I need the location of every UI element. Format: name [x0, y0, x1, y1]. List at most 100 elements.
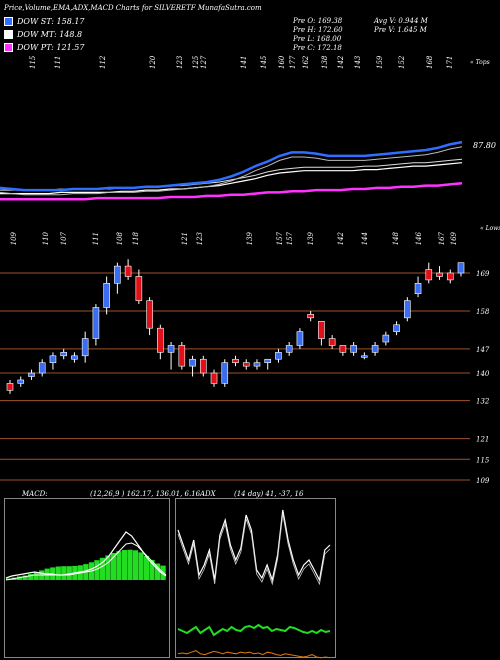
low-label: 118 [132, 231, 140, 245]
ema-line-mt [0, 162, 463, 195]
low-label: 148 [392, 231, 400, 245]
adx-main-line [177, 509, 331, 583]
candle-body [264, 358, 272, 363]
low-label: 157 [286, 231, 294, 245]
top-label: 145 [260, 55, 268, 69]
price-level-label: 147 [476, 346, 490, 354]
candle-body [425, 269, 433, 281]
chart-title: Price,Volume,EMA,ADX,MACD Charts for SIL… [4, 4, 262, 12]
top-label: 152 [398, 55, 406, 69]
macd-bar [143, 556, 150, 580]
top-label: 138 [321, 55, 329, 69]
candle-body [339, 345, 347, 353]
top-label: 159 [376, 55, 384, 69]
macd-bar [110, 553, 116, 580]
candle-body [135, 276, 143, 301]
candle-body [71, 355, 78, 360]
macd-label: MACD: [22, 490, 48, 498]
top-label: 111 [54, 56, 62, 69]
macd-bar [22, 575, 28, 580]
adx-panel [175, 498, 336, 658]
candle-body [199, 358, 207, 374]
macd-bar [116, 551, 122, 580]
macd-values: (12,26,9 ) 162.17, 136.01, 6.16 [90, 490, 201, 498]
price-level-label: 132 [476, 398, 490, 406]
adx-values: (14 day) 41, -37, 16 [234, 490, 304, 498]
candle-body [328, 338, 336, 346]
candle-body [232, 358, 239, 363]
top-label: 127 [200, 55, 208, 69]
low-label: 167 [438, 231, 446, 245]
price-level-label: 121 [476, 436, 489, 444]
candle-body [124, 265, 132, 277]
legend-swatch-st [4, 17, 13, 26]
top-label: 141 [240, 56, 248, 69]
ema-line-pt [0, 182, 463, 201]
ema-line-mt-upper [0, 158, 463, 191]
ema-line-st [0, 140, 463, 192]
legend-dow-st: DOW ST: 158.17 [4, 17, 85, 26]
top-label: 162 [302, 55, 310, 69]
candle-body [81, 338, 89, 357]
stat-pre-open: Pre O: 169.38 [293, 17, 343, 25]
candle-body [414, 283, 422, 295]
candle-body [167, 345, 175, 353]
top-label: 177 [289, 55, 297, 69]
candle-body [275, 352, 282, 360]
macd-bar [155, 563, 161, 580]
candle-body [60, 352, 67, 357]
candle-body [178, 345, 186, 367]
stat-avg-volume: Avg V: 0.944 M [374, 17, 428, 25]
candle-body [210, 372, 218, 384]
candle-body [92, 307, 100, 339]
macd-line [5, 531, 167, 579]
low-label: 144 [361, 232, 369, 245]
price-level-label: 115 [476, 456, 490, 464]
top-label: 123 [176, 55, 184, 69]
low-label: 139 [307, 231, 315, 245]
legend-label-mt: DOW MT: 148.8 [17, 30, 83, 39]
legend-swatch-pt [4, 43, 13, 52]
candle-body [404, 300, 411, 319]
macd-bar [138, 552, 144, 580]
candle-body [242, 362, 250, 367]
low-label: 107 [60, 231, 68, 245]
candle-body [49, 355, 57, 363]
candle-body [350, 345, 357, 353]
low-label: 111 [92, 232, 100, 245]
macd-bar [105, 555, 111, 580]
adx-minus-di-line [177, 650, 331, 659]
macd-bar [55, 566, 61, 580]
candle-body [318, 320, 325, 339]
ema-line-st-lower [0, 146, 463, 196]
top-label: 112 [99, 55, 107, 69]
candle-body [285, 345, 293, 353]
candle-body [296, 331, 304, 346]
candle-body [221, 362, 229, 384]
top-label: 120 [149, 55, 157, 69]
stat-pre-volume: Pre V: 1.645 M [374, 26, 427, 34]
candle-body [371, 345, 379, 353]
low-label: 169 [450, 231, 458, 245]
top-label: 143 [354, 55, 362, 69]
legend-label-st: DOW ST: 158.17 [17, 17, 85, 26]
adx-plus-di-line [177, 623, 331, 637]
legend-swatch-mt [4, 30, 13, 39]
macd-bar [132, 550, 139, 580]
candle-body [103, 283, 110, 308]
stat-pre-close: Pre C: 172.18 [293, 44, 342, 52]
macd-bar [149, 559, 155, 580]
low-label: 109 [10, 231, 18, 245]
top-label: 115 [29, 55, 37, 69]
macd-bar [94, 560, 100, 580]
candle-body [17, 379, 25, 384]
macd-bar [61, 566, 67, 580]
candle-body [6, 383, 14, 391]
macd-signal-line [5, 542, 167, 581]
low-label: 139 [246, 231, 254, 245]
price-level-label: 169 [476, 270, 490, 278]
price-level-label: 158 [476, 308, 490, 316]
low-label: 123 [196, 231, 204, 245]
legend-dow-mt: DOW MT: 148.8 [4, 30, 82, 39]
